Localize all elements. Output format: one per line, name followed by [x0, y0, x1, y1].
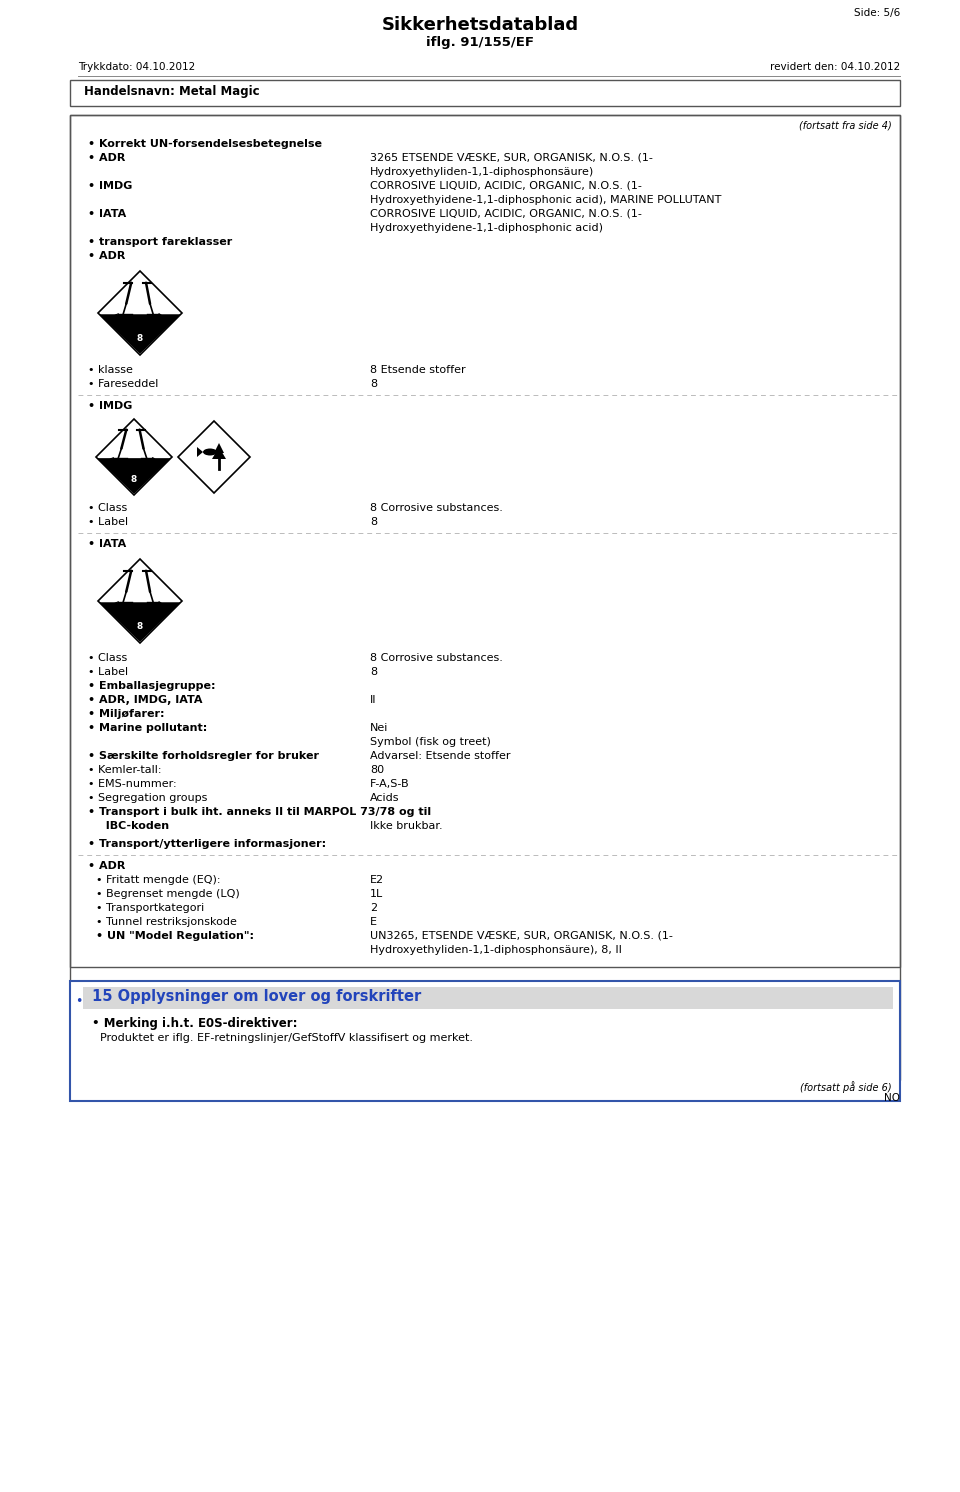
Text: 8: 8	[137, 622, 143, 631]
Polygon shape	[99, 315, 180, 354]
Text: • UN "Model Regulation":: • UN "Model Regulation":	[96, 931, 254, 941]
Text: 8 Corrosive substances.: 8 Corrosive substances.	[370, 653, 503, 662]
Text: • klasse: • klasse	[88, 366, 132, 374]
Polygon shape	[96, 419, 172, 495]
Text: 15 Opplysninger om lover og forskrifter: 15 Opplysninger om lover og forskrifter	[92, 989, 421, 1004]
Text: Symbol (fisk og treet): Symbol (fisk og treet)	[370, 737, 491, 747]
Text: 80: 80	[370, 765, 384, 774]
Text: •: •	[75, 995, 83, 1009]
Text: 3265 ETSENDE VÆSKE, SUR, ORGANISK, N.O.S. (1-: 3265 ETSENDE VÆSKE, SUR, ORGANISK, N.O.S…	[370, 154, 653, 163]
Bar	[70, 81, 900, 106]
Text: Ikke brukbar.: Ikke brukbar.	[370, 821, 443, 831]
Polygon shape	[97, 458, 171, 494]
Text: Advarsel: Etsende stoffer: Advarsel: Etsende stoffer	[370, 750, 511, 761]
Text: • Class: • Class	[88, 503, 128, 513]
Text: Hydroxyethyliden-1,1-diphosphonsäure), 8, II: Hydroxyethyliden-1,1-diphosphonsäure), 8…	[370, 944, 622, 955]
Polygon shape	[214, 443, 224, 454]
Text: CORROSIVE LIQUID, ACIDIC, ORGANIC, N.O.S. (1-: CORROSIVE LIQUID, ACIDIC, ORGANIC, N.O.S…	[370, 209, 642, 219]
Text: • ADR: • ADR	[88, 154, 126, 163]
Text: Hydroxyethyliden-1,1-diphosphonsäure): Hydroxyethyliden-1,1-diphosphonsäure)	[370, 167, 594, 178]
Bar	[70, 115, 900, 1080]
Bar	[70, 115, 900, 967]
Text: • Class: • Class	[88, 653, 128, 662]
Polygon shape	[99, 603, 180, 642]
Text: 8: 8	[137, 334, 143, 343]
Text: • Marine pollutant:: • Marine pollutant:	[88, 724, 207, 733]
Text: II: II	[370, 695, 376, 706]
Text: Nei: Nei	[370, 724, 389, 733]
Text: • Tunnel restriksjonskode: • Tunnel restriksjonskode	[96, 918, 237, 927]
Text: 8 Etsende stoffer: 8 Etsende stoffer	[370, 366, 466, 374]
Text: • Transport i bulk iht. anneks II til MARPOL 73/78 og til: • Transport i bulk iht. anneks II til MA…	[88, 807, 431, 818]
Text: • Fareseddel: • Fareseddel	[88, 379, 158, 389]
Polygon shape	[98, 272, 182, 355]
Text: • Label: • Label	[88, 667, 128, 677]
Text: • EMS-nummer:: • EMS-nummer:	[88, 779, 177, 789]
Text: Hydroxyethyidene-1,1-diphosphonic acid): Hydroxyethyidene-1,1-diphosphonic acid)	[370, 222, 603, 233]
Text: • Fritatt mengde (EQ):: • Fritatt mengde (EQ):	[96, 874, 221, 885]
Text: • Merking i.h.t. E0S-direktiver:: • Merking i.h.t. E0S-direktiver:	[92, 1018, 298, 1029]
Text: Trykkdato: 04.10.2012: Trykkdato: 04.10.2012	[78, 63, 195, 72]
Text: • Særskilte forholdsregler for bruker: • Særskilte forholdsregler for bruker	[88, 750, 319, 761]
Polygon shape	[98, 560, 182, 643]
Text: • Emballasjegruppe:: • Emballasjegruppe:	[88, 680, 215, 691]
Bar	[83, 988, 893, 1009]
Text: UN3265, ETSENDE VÆSKE, SUR, ORGANISK, N.O.S. (1-: UN3265, ETSENDE VÆSKE, SUR, ORGANISK, N.…	[370, 931, 673, 941]
Text: 8: 8	[370, 518, 377, 527]
Text: Handelsnavn: Metal Magic: Handelsnavn: Metal Magic	[84, 85, 259, 98]
Text: • Kemler-tall:: • Kemler-tall:	[88, 765, 161, 774]
Text: Sikkerhetsdatablad: Sikkerhetsdatablad	[381, 16, 579, 34]
Text: • IATA: • IATA	[88, 209, 127, 219]
Text: (fortsatt fra side 4): (fortsatt fra side 4)	[800, 121, 892, 131]
Ellipse shape	[203, 449, 217, 455]
Text: 8: 8	[370, 379, 377, 389]
Text: • Transportkategori: • Transportkategori	[96, 903, 204, 913]
Text: 1L: 1L	[370, 889, 383, 900]
Text: • Label: • Label	[88, 518, 128, 527]
Text: iflg. 91/155/EF: iflg. 91/155/EF	[426, 36, 534, 49]
Text: E: E	[370, 918, 377, 927]
Text: • Miljøfarer:: • Miljøfarer:	[88, 709, 164, 719]
Text: (fortsatt på side 6): (fortsatt på side 6)	[801, 1082, 892, 1094]
Text: • ADR: • ADR	[88, 251, 126, 261]
Text: • transport fareklasser: • transport fareklasser	[88, 237, 232, 248]
Text: • Segregation groups: • Segregation groups	[88, 794, 207, 803]
Text: Produktet er iflg. EF-retningslinjer/GefStoffV klassifisert og merket.: Produktet er iflg. EF-retningslinjer/Gef…	[100, 1032, 473, 1043]
Text: Hydroxyethyidene-1,1-diphosphonic acid), MARINE POLLUTANT: Hydroxyethyidene-1,1-diphosphonic acid),…	[370, 195, 721, 204]
Text: • IMDG: • IMDG	[88, 401, 132, 410]
Text: • IMDG: • IMDG	[88, 181, 132, 191]
Text: IBC-koden: IBC-koden	[98, 821, 169, 831]
Text: • Begrenset mengde (LQ): • Begrenset mengde (LQ)	[96, 889, 240, 900]
Text: CORROSIVE LIQUID, ACIDIC, ORGANIC, N.O.S. (1-: CORROSIVE LIQUID, ACIDIC, ORGANIC, N.O.S…	[370, 181, 642, 191]
Bar	[70, 982, 900, 1101]
Text: NO: NO	[884, 1094, 900, 1103]
Text: 2: 2	[370, 903, 377, 913]
Text: 8: 8	[370, 667, 377, 677]
Text: • Korrekt UN-forsendelsesbetegnelse: • Korrekt UN-forsendelsesbetegnelse	[88, 139, 322, 149]
Text: Side: 5/6: Side: 5/6	[853, 7, 900, 18]
Text: 8 Corrosive substances.: 8 Corrosive substances.	[370, 503, 503, 513]
Text: • ADR, IMDG, IATA: • ADR, IMDG, IATA	[88, 695, 203, 706]
Text: • ADR: • ADR	[88, 861, 126, 871]
Text: revidert den: 04.10.2012: revidert den: 04.10.2012	[770, 63, 900, 72]
Text: • IATA: • IATA	[88, 539, 127, 549]
Text: E2: E2	[370, 874, 384, 885]
Polygon shape	[178, 421, 250, 492]
Text: F-A,S-B: F-A,S-B	[370, 779, 410, 789]
Text: • Transport/ytterligere informasjoner:: • Transport/ytterligere informasjoner:	[88, 839, 326, 849]
Polygon shape	[212, 448, 226, 460]
Polygon shape	[197, 448, 203, 457]
Text: Acids: Acids	[370, 794, 399, 803]
Text: 8: 8	[131, 476, 137, 485]
